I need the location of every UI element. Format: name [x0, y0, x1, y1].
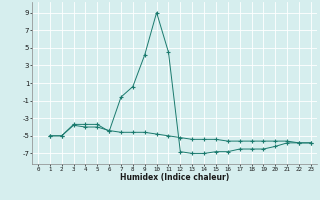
X-axis label: Humidex (Indice chaleur): Humidex (Indice chaleur) — [120, 173, 229, 182]
